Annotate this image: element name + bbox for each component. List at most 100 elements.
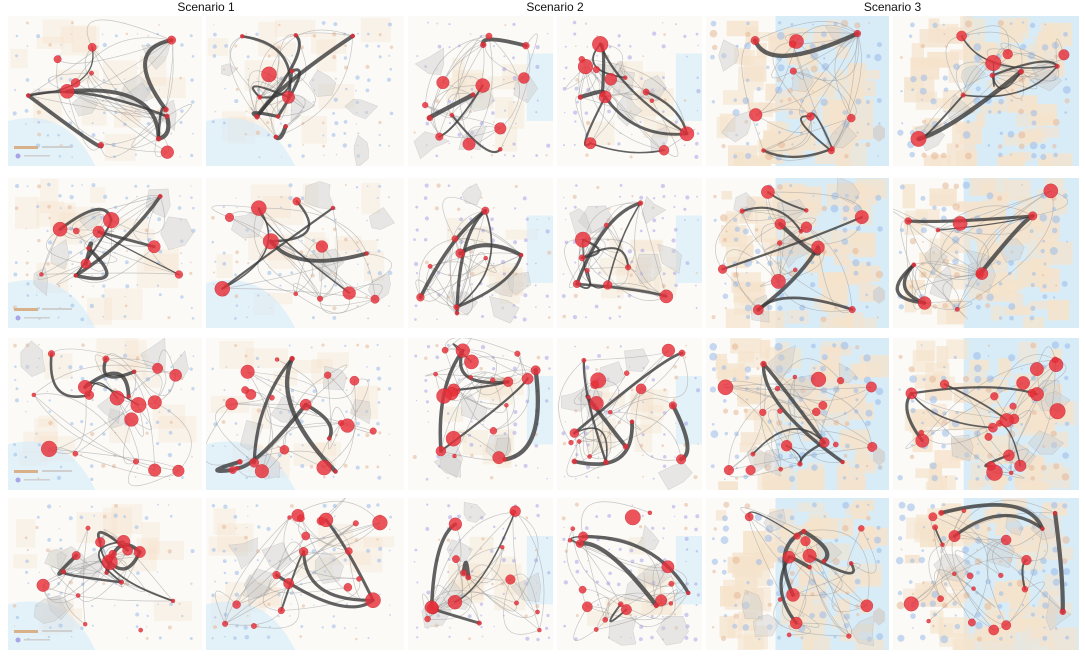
flow-node: [865, 381, 877, 393]
flow-node: [661, 560, 675, 574]
flow-node: [602, 616, 609, 623]
water-area: [8, 118, 96, 166]
flow-node: [954, 306, 960, 312]
flow-node: [237, 458, 243, 465]
legend: [873, 447, 885, 466]
flow-node: [990, 392, 999, 401]
flow-node: [759, 408, 767, 417]
flow-node: [603, 280, 613, 290]
flow-map: [8, 338, 197, 490]
flow-node: [1021, 554, 1032, 566]
flow-node: [1049, 403, 1066, 420]
flow-node: [739, 208, 745, 214]
flow-node: [604, 73, 618, 86]
flow-node: [460, 569, 468, 577]
flow-node: [848, 306, 856, 314]
flow-node: [593, 627, 599, 632]
flow-node: [581, 601, 593, 613]
flow-node: [109, 390, 125, 406]
flow-node: [514, 350, 521, 357]
flow-map: [893, 178, 1079, 328]
flow-node: [800, 536, 811, 547]
flow-node: [620, 604, 632, 616]
flow-node: [793, 532, 801, 540]
flow-node: [465, 574, 472, 581]
flow-node: [804, 208, 809, 213]
flow-node: [789, 67, 797, 75]
flow-node: [1016, 376, 1030, 390]
flow-nodes: [424, 505, 542, 633]
flow-node: [169, 368, 182, 382]
flow-node: [829, 146, 835, 152]
flow-node: [147, 395, 162, 410]
flow-node: [416, 293, 425, 302]
flow-node: [72, 450, 79, 457]
flow-nodes: [572, 200, 674, 304]
flow-node: [225, 397, 238, 411]
flow-node: [31, 392, 37, 398]
water-area: [8, 441, 96, 490]
flow-nodes: [422, 32, 530, 152]
flow-node: [1001, 620, 1012, 631]
flow-node: [476, 620, 482, 626]
flow-node: [642, 88, 650, 96]
flow-node: [860, 599, 874, 613]
flow-map-panel: [408, 178, 553, 328]
flow-lines-heavy: [240, 33, 355, 141]
flow-node: [254, 114, 260, 120]
flow-node: [492, 451, 506, 465]
flow-node: [73, 273, 78, 278]
flow-map: [711, 178, 889, 328]
flow-node: [854, 210, 869, 225]
flow-node: [986, 461, 996, 471]
flow-node: [364, 251, 369, 256]
flow-node: [297, 514, 305, 523]
flow-node: [617, 601, 624, 608]
flow-nodes: [225, 355, 377, 479]
flow-node: [60, 568, 67, 575]
flow-map-panel: [206, 16, 404, 166]
flow-map: [897, 338, 1079, 490]
flow-node: [170, 598, 176, 604]
flow-node: [370, 294, 380, 304]
flow-node: [847, 113, 856, 123]
flow-node: [481, 206, 490, 215]
flow-node: [436, 76, 450, 90]
flow-node: [502, 457, 507, 462]
flow-map-panel: [557, 338, 702, 490]
flow-map-panel: [893, 16, 1079, 166]
flow-node: [1059, 608, 1067, 616]
flow-node: [948, 530, 961, 543]
flow-node: [818, 400, 828, 410]
flow-node: [350, 33, 356, 39]
flow-map-panel: [706, 498, 889, 650]
flow-node: [806, 112, 815, 121]
flow-node: [1002, 48, 1013, 60]
flow-node: [105, 555, 113, 563]
flow-node: [926, 618, 931, 624]
flow-node: [232, 600, 241, 609]
flow-node: [490, 377, 496, 383]
flow-node: [282, 90, 295, 104]
flow-node: [749, 108, 763, 122]
flow-node: [261, 66, 277, 83]
flow-node: [571, 458, 578, 465]
flow-node: [819, 437, 830, 448]
flow-node: [581, 357, 587, 363]
flow-node: [984, 432, 993, 441]
flow-node: [915, 433, 930, 448]
flow-node: [661, 343, 676, 358]
flow-node: [918, 429, 925, 436]
flow-node: [967, 618, 976, 627]
legend: [14, 630, 72, 643]
water-area: [526, 53, 553, 121]
flow-map-panel: [557, 178, 702, 328]
flow-node: [1028, 211, 1038, 221]
flow-node: [102, 355, 110, 363]
flow-node: [629, 419, 635, 425]
flow-node: [658, 144, 670, 156]
flow-map: [413, 21, 553, 160]
flow-node: [249, 457, 260, 468]
land-tint: [446, 218, 538, 304]
flow-map-panel: [206, 498, 404, 650]
